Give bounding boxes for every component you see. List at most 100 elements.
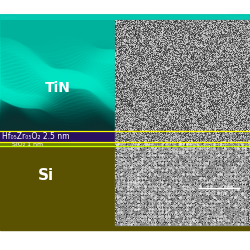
Point: [178, 20, 182, 24]
Point: [200, 139, 204, 143]
Point: [147, 103, 151, 107]
Point: [138, 21, 142, 25]
Point: [229, 58, 233, 62]
Point: [119, 67, 123, 71]
Point: [115, 114, 119, 118]
Point: [138, 116, 142, 120]
Bar: [115, 20, 250, 225]
Point: [236, 116, 240, 120]
Point: [154, 22, 158, 26]
Point: [144, 109, 148, 113]
Point: [163, 56, 167, 60]
Point: [135, 132, 139, 136]
Point: [121, 117, 125, 121]
Point: [136, 102, 140, 106]
Point: [177, 138, 181, 141]
Point: [121, 132, 125, 136]
Point: [118, 46, 122, 50]
Point: [171, 136, 175, 140]
Point: [132, 32, 136, 36]
Point: [181, 123, 185, 127]
Point: [185, 70, 189, 74]
Point: [170, 136, 174, 140]
Point: [209, 42, 213, 46]
Point: [133, 94, 137, 98]
Point: [208, 102, 212, 105]
Point: [238, 117, 242, 121]
Point: [184, 36, 188, 40]
Point: [129, 55, 133, 59]
Point: [246, 121, 250, 125]
Point: [160, 128, 164, 132]
Point: [179, 55, 183, 59]
Point: [172, 82, 176, 86]
Point: [141, 23, 145, 27]
Point: [156, 27, 160, 31]
Point: [158, 40, 162, 44]
Point: [246, 132, 250, 136]
Point: [180, 64, 184, 68]
Point: [130, 115, 134, 119]
Point: [162, 130, 166, 134]
Point: [114, 38, 118, 42]
Point: [166, 113, 170, 117]
Point: [226, 25, 230, 29]
Point: [245, 76, 249, 80]
Point: [217, 111, 221, 115]
Point: [113, 86, 117, 90]
Point: [155, 133, 159, 137]
Point: [175, 38, 179, 42]
Point: [128, 130, 132, 134]
Point: [159, 33, 163, 37]
Point: [135, 105, 139, 109]
Point: [135, 53, 139, 57]
Point: [219, 124, 223, 128]
Point: [221, 114, 225, 118]
Point: [135, 88, 139, 92]
Point: [244, 108, 248, 112]
Point: [168, 130, 172, 134]
Point: [166, 88, 170, 92]
Point: [117, 83, 121, 87]
Point: [190, 96, 194, 100]
Point: [214, 108, 218, 112]
Point: [228, 31, 232, 35]
Point: [232, 138, 236, 142]
Point: [192, 28, 196, 32]
Point: [178, 28, 182, 32]
Point: [236, 42, 240, 46]
Point: [122, 48, 126, 52]
Point: [168, 92, 172, 96]
Point: [203, 138, 207, 142]
Point: [116, 95, 120, 99]
Point: [148, 82, 152, 86]
Point: [220, 109, 224, 113]
Point: [230, 110, 234, 114]
Point: [233, 111, 237, 115]
Point: [160, 22, 164, 26]
Point: [206, 88, 210, 92]
Point: [151, 28, 155, 32]
Point: [177, 55, 181, 59]
Point: [148, 138, 152, 141]
Point: [118, 136, 122, 140]
Point: [168, 134, 172, 138]
Point: [231, 103, 235, 107]
Point: [200, 89, 204, 93]
Point: [226, 76, 230, 80]
Point: [212, 20, 216, 24]
Point: [133, 136, 137, 140]
Point: [222, 54, 226, 58]
Point: [189, 31, 193, 35]
Point: [158, 126, 162, 130]
Point: [174, 129, 178, 133]
Point: [208, 39, 212, 43]
Point: [223, 128, 227, 132]
Point: [209, 20, 213, 24]
Point: [118, 20, 122, 24]
Point: [240, 108, 244, 112]
Point: [207, 73, 211, 77]
Point: [212, 35, 216, 39]
Point: [218, 139, 222, 143]
Point: [178, 58, 182, 62]
